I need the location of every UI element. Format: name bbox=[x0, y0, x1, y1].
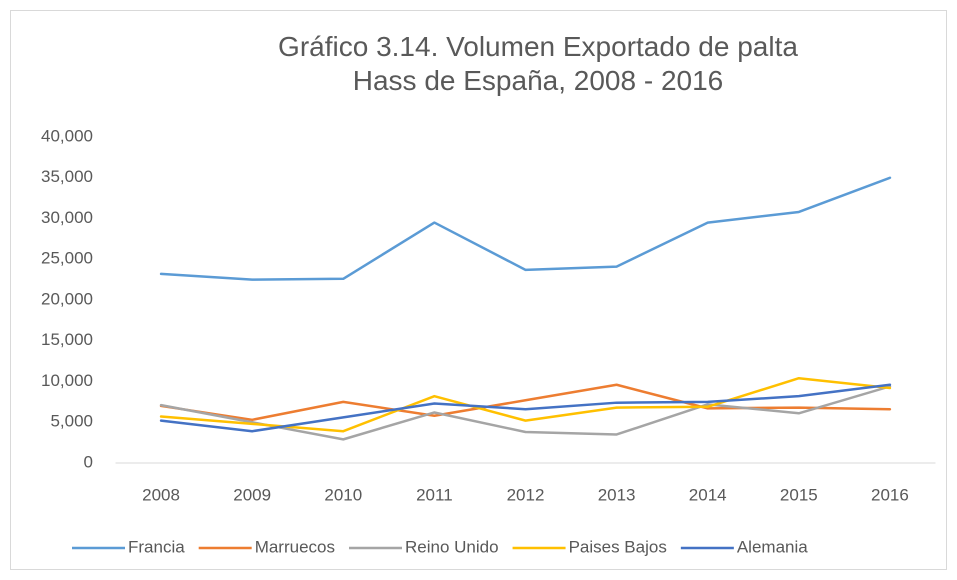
y-tick-label: 20,000 bbox=[41, 289, 93, 308]
legend-label: Marruecos bbox=[255, 537, 335, 556]
chart-border bbox=[10, 10, 947, 570]
y-tick-label: 30,000 bbox=[41, 208, 93, 227]
series-line bbox=[159, 383, 892, 422]
y-tick-label: 15,000 bbox=[41, 330, 93, 349]
y-tick-label: 25,000 bbox=[41, 249, 93, 268]
x-tick-label: 2009 bbox=[233, 485, 271, 504]
x-tick-label: 2012 bbox=[507, 485, 545, 504]
x-tick-label: 2016 bbox=[871, 485, 909, 504]
y-tick-label: 5,000 bbox=[50, 412, 93, 431]
y-tick-label: 35,000 bbox=[41, 167, 93, 186]
series-line bbox=[159, 383, 892, 433]
x-tick-label: 2014 bbox=[689, 485, 727, 504]
series-line bbox=[159, 385, 892, 441]
x-tick-label: 2010 bbox=[324, 485, 362, 504]
y-tick-label: 40,000 bbox=[41, 126, 93, 145]
chart-title: Gráfico 3.14. Volumen Exportado de palta… bbox=[278, 31, 798, 96]
legend-label: Francia bbox=[128, 537, 185, 556]
y-tick-label: 0 bbox=[84, 452, 93, 471]
legend-label: Alemania bbox=[737, 537, 808, 556]
x-tick-label: 2015 bbox=[780, 485, 818, 504]
legend-label: Paises Bajos bbox=[569, 537, 667, 556]
x-tick-label: 2008 bbox=[142, 485, 180, 504]
series-line bbox=[159, 176, 892, 281]
x-tick-label: 2013 bbox=[598, 485, 636, 504]
y-tick-label: 10,000 bbox=[41, 371, 93, 390]
x-tick-label: 2011 bbox=[416, 485, 453, 504]
legend-label: Reino Unido bbox=[405, 537, 499, 556]
